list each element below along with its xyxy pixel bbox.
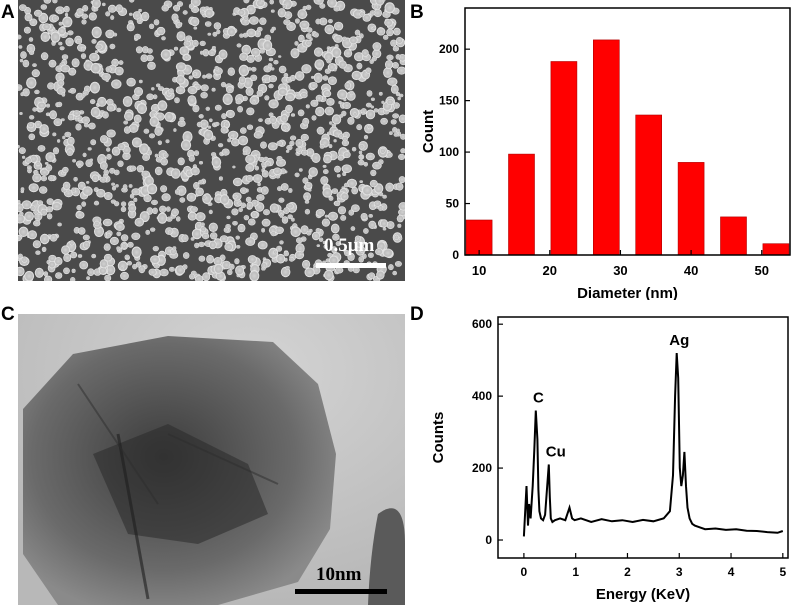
tem-scale-bar [295,589,387,594]
histogram-bar [465,219,493,256]
panel-letter-d: D [410,304,424,325]
eds-spectrum: 0 1 2 3 4 5 0 200 400 600 C Cu Ag Energy (KeV) Counts [430,316,789,603]
x-tick-label-d: 5 [779,565,786,579]
peak-label: C [533,390,544,407]
diameter-histogram: 10 20 30 40 50 0 50 100 150 200 Diameter (nm) Count [420,7,791,300]
y-tick-label-b: 100 [439,145,459,159]
spectrum-line [522,352,784,537]
sem-micrograph: 0.5μm [18,0,405,281]
histogram-bar [593,39,620,256]
sem-particles [18,0,405,281]
tem-micrograph: 10nm [18,314,405,605]
panel-letter-c: C [1,304,15,325]
x-tick-label-d: 2 [624,565,631,579]
x-tick-label-b: 10 [472,263,486,278]
histogram-bar [762,243,790,256]
histogram-bar [550,61,578,256]
x-axis-label-d: Energy (KeV) [596,586,690,603]
x-tick-label-b: 30 [613,263,627,278]
panel-letter-a: A [1,2,15,23]
sem-scale-bar [316,263,386,268]
x-tick-label-d: 3 [676,565,683,579]
y-axis-label-b: Count [420,110,437,153]
x-tick-label-d: 4 [728,565,735,579]
x-tick-label-b: 40 [684,263,698,278]
panel-letter-b: B [410,2,424,23]
x-tick-label-d: 0 [521,565,528,579]
x-tick-label-b: 20 [543,263,557,278]
y-tick-label-b: 150 [439,94,459,108]
histogram-bar [508,153,535,256]
sem-scale-label: 0.5μm [324,235,375,256]
tem-scale-label: 10nm [316,564,362,585]
y-tick-label-d: 600 [472,317,492,331]
y-tick-label-b: 0 [452,248,459,262]
y-tick-label-b: 200 [439,42,459,56]
histogram-bar [677,162,705,256]
y-tick-label-b: 50 [446,197,460,211]
plot-frame-d [497,316,789,559]
plot-frame-b [464,7,791,256]
histogram-bar [635,114,662,256]
y-tick-label-d: 200 [472,461,492,475]
x-tick-label-d: 1 [572,565,579,579]
x-tick-label-b: 50 [755,263,769,278]
tem-particle [18,314,405,605]
y-tick-label-d: 0 [485,533,492,547]
y-axis-label-d: Counts [430,412,447,464]
y-tick-label-d: 400 [472,389,492,403]
x-axis-label-b: Diameter (nm) [577,285,678,300]
peak-label: Cu [546,443,566,460]
peak-label: Ag [669,332,689,349]
histogram-bar [720,216,747,256]
